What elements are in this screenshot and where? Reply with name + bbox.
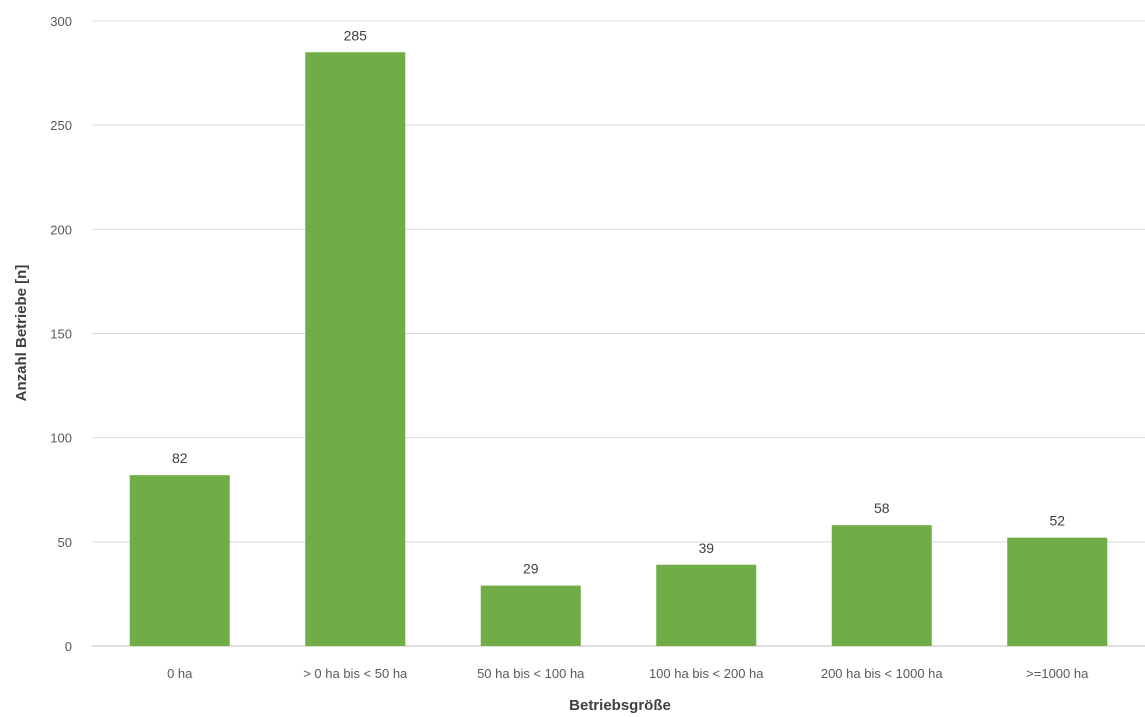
y-tick-label: 250 (50, 118, 72, 133)
gridlines (92, 20, 1145, 647)
y-axis-ticks: 0 50 100 150 200 250 300 (50, 14, 72, 654)
bar (480, 585, 581, 646)
data-label: 29 (523, 561, 539, 577)
data-label: 39 (698, 540, 714, 556)
y-tick-label: 300 (50, 14, 72, 29)
y-tick-label: 150 (50, 327, 72, 342)
data-label: 285 (344, 27, 368, 43)
x-category-label: 100 ha bis < 200 ha (649, 666, 764, 681)
x-category-label: 0 ha (167, 666, 193, 681)
x-axis-categories: 0 ha > 0 ha bis < 50 ha 50 ha bis < 100 ha… (167, 666, 1089, 681)
bars (129, 52, 1108, 646)
data-labels: 82 285 29 39 58 52 (172, 27, 1065, 576)
bar (1007, 537, 1108, 646)
data-label: 52 (1049, 513, 1065, 529)
y-tick-label: 50 (58, 535, 72, 550)
x-category-label: >=1000 ha (1026, 666, 1089, 681)
y-axis-title: Anzahl Betriebe [n] (13, 265, 30, 402)
data-label: 58 (874, 500, 890, 516)
data-label: 82 (172, 450, 188, 466)
y-tick-label: 200 (50, 222, 72, 237)
x-category-label: > 0 ha bis < 50 ha (303, 666, 408, 681)
y-tick-label: 100 (50, 431, 72, 446)
x-category-label: 50 ha bis < 100 ha (477, 666, 585, 681)
bar (656, 564, 757, 646)
x-category-label: 200 ha bis < 1000 ha (821, 666, 944, 681)
y-tick-label: 0 (65, 639, 72, 654)
x-axis-title: Betriebsgröße (569, 697, 671, 714)
bar (831, 525, 932, 646)
bar (129, 475, 230, 646)
bar (305, 52, 406, 646)
